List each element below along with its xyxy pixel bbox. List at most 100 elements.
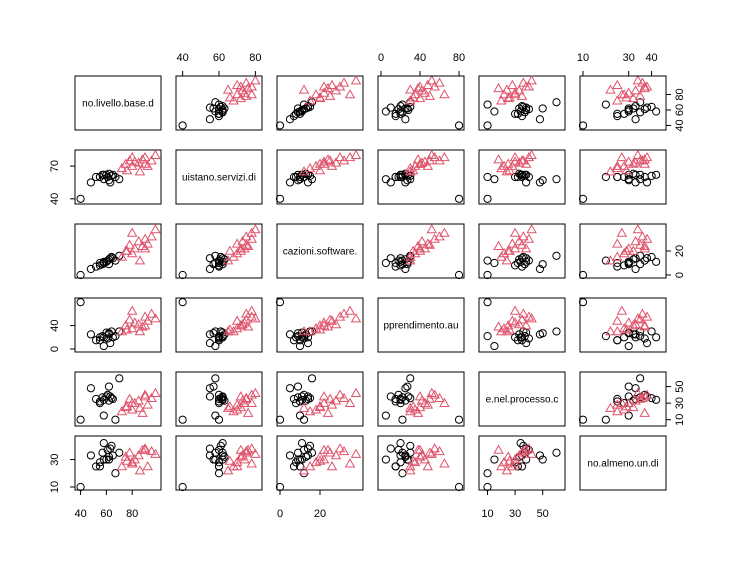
data-point-circle [104,169,114,178]
data-point-circle [624,260,633,269]
panel-4-0 [74,371,162,427]
data-point-triangle [409,247,421,258]
data-point-triangle [434,445,445,456]
data-point-circle [552,98,561,107]
data-point-triangle [121,165,133,175]
panel-frame [175,223,263,279]
data-point-triangle [507,461,518,471]
data-point-circle [115,374,124,383]
data-point-triangle [414,391,426,401]
data-point-triangle [409,456,421,467]
data-point-triangle [116,251,128,261]
data-point-triangle [414,245,426,255]
tick-label: 30 [623,52,635,64]
panel-2-1 [175,223,263,280]
data-point-triangle [618,247,630,258]
tick-label: 0 [674,272,686,278]
data-point-triangle [419,87,431,97]
tick-label: 0 [378,52,384,64]
data-point-circle [401,396,410,405]
panel-frame [175,371,263,427]
data-point-triangle [507,79,518,89]
tick-label: 20 [674,245,686,257]
data-point-triangle [612,160,623,170]
data-point-triangle [605,166,616,176]
data-point-triangle [405,95,416,105]
data-point-triangle [322,407,334,417]
data-point-triangle [242,444,254,454]
data-point-triangle [242,407,254,417]
data-point-triangle [334,311,346,321]
data-point-circle [381,258,390,268]
data-point-circle [214,469,224,478]
data-point-triangle [222,465,234,475]
data-point-triangle [405,402,416,412]
data-point-circle [552,448,561,457]
data-point-circle [398,415,407,424]
data-point-circle [178,482,187,492]
data-point-circle [275,298,285,307]
variable-label: e.nel.processo.c [486,395,559,406]
data-point-triangle [630,319,641,329]
data-point-circle [115,251,124,260]
data-point-circle [386,444,395,453]
data-point-circle [483,332,492,341]
data-point-triangle [439,89,450,99]
data-point-triangle [222,84,234,94]
panel-3-4 [478,297,566,353]
data-point-triangle [246,305,257,315]
data-point-circle [578,415,588,424]
data-point-triangle [520,81,532,91]
data-point-circle [538,455,547,464]
data-point-circle [218,395,227,404]
data-point-circle [535,451,545,460]
data-point-triangle [632,223,644,234]
data-point-triangle [344,397,356,407]
data-point-triangle [639,158,650,168]
data-point-triangle [326,461,338,471]
panel-2-4 [478,223,566,280]
panel-frame [377,371,465,427]
data-point-triangle [632,313,644,323]
panel-frame [377,149,465,205]
data-point-triangle [509,227,521,237]
panel-1-5 [578,149,667,205]
data-point-triangle [628,92,639,103]
data-point-triangle [246,443,257,453]
tick-label: 0 [277,508,283,520]
data-point-circle [178,415,187,424]
data-point-circle [209,260,218,269]
panel-1-1: uistano.servizi.di [175,149,263,205]
data-point-triangle [405,166,416,176]
panel-frame [74,223,162,279]
data-point-circle [552,175,561,184]
data-point-circle [636,374,645,383]
data-point-circle [552,327,561,336]
data-point-triangle [422,238,434,248]
data-point-triangle [231,399,243,409]
data-point-triangle [412,240,424,250]
data-point-triangle [509,317,521,327]
data-point-triangle [298,166,310,176]
data-point-circle [516,333,525,342]
data-point-circle [218,451,227,460]
data-point-triangle [326,79,338,89]
data-point-circle [624,257,633,266]
data-point-triangle [228,326,239,336]
panel-4-3 [377,371,465,427]
data-point-circle [578,298,588,307]
data-point-triangle [310,160,322,170]
data-point-triangle [318,156,330,166]
data-point-triangle [621,401,632,411]
data-point-circle [396,170,405,179]
data-point-circle [647,171,656,181]
data-point-triangle [150,448,161,458]
data-point-triangle [621,245,632,255]
data-point-circle [601,100,610,109]
data-point-circle [297,395,307,404]
data-point-triangle [304,95,316,105]
data-point-circle [483,194,492,203]
data-point-triangle [641,389,653,399]
data-point-triangle [426,448,437,458]
data-point-triangle [314,455,326,465]
